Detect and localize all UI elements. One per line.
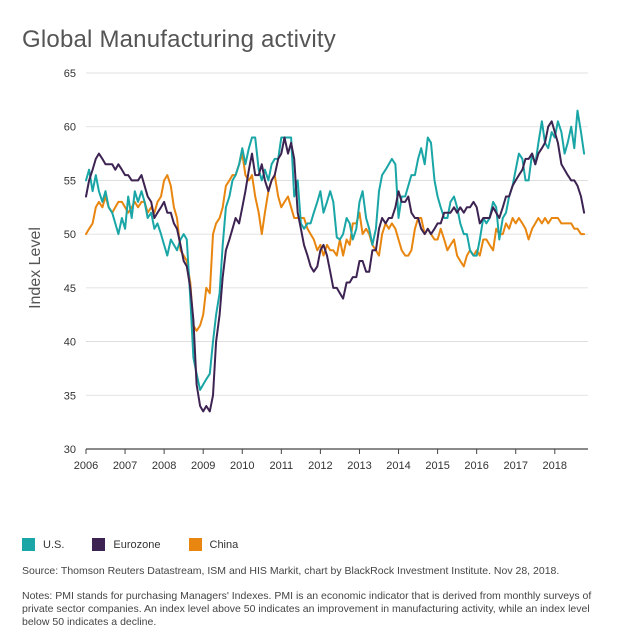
chart-title: Global Manufacturing activity bbox=[22, 26, 336, 53]
legend-item-china: China bbox=[188, 538, 239, 551]
x-tick-label: 2015 bbox=[425, 460, 449, 472]
series-line-eurozone bbox=[85, 120, 586, 413]
y-tick-label: 55 bbox=[64, 175, 76, 187]
x-tick-label: 2012 bbox=[308, 460, 332, 472]
x-axis: 2006 2007 2008 2009 2010 2011 2012 2013 2014 2015… bbox=[74, 449, 567, 472]
x-tick-label: 2018 bbox=[543, 460, 567, 472]
legend: U.S. Eurozone China bbox=[22, 538, 266, 551]
legend-item-eurozone: Eurozone bbox=[92, 538, 161, 551]
y-tick-label: 60 bbox=[64, 122, 76, 134]
y-tick-label: 40 bbox=[64, 337, 76, 349]
y-tick-label: 30 bbox=[64, 444, 76, 456]
y-tick-label: 45 bbox=[64, 283, 76, 295]
x-tick-label: 2009 bbox=[191, 460, 215, 472]
y-tick-label: 50 bbox=[64, 229, 76, 241]
x-tick-label: 2010 bbox=[230, 460, 254, 472]
x-tick-label: 2007 bbox=[113, 460, 137, 472]
legend-label-eurozone: Eurozone bbox=[113, 538, 161, 551]
x-tick-label: 2008 bbox=[152, 460, 176, 472]
grid-lines bbox=[86, 72, 588, 450]
legend-swatch-china bbox=[188, 538, 202, 551]
notes-text: Notes: PMI stands for purchasing Manager… bbox=[22, 590, 592, 628]
legend-label-china: China bbox=[209, 538, 239, 551]
y-tick-label: 65 bbox=[64, 68, 76, 80]
line-chart: 30 35 40 45 50 55 60 65 2006 2007 2008 2009 2010 201… bbox=[27, 68, 588, 472]
x-tick-label: 2006 bbox=[74, 460, 98, 472]
series-line-us bbox=[85, 109, 586, 391]
y-axis-label: Index Level bbox=[27, 227, 44, 309]
legend-swatch-us bbox=[22, 538, 35, 551]
x-tick-label: 2011 bbox=[270, 460, 294, 472]
x-tick-label: 2013 bbox=[347, 460, 371, 472]
legend-swatch-eurozone bbox=[92, 538, 106, 551]
legend-label-us: U.S. bbox=[43, 538, 65, 551]
source-note: Source: Thomson Reuters Datastream, ISM … bbox=[22, 565, 560, 577]
series-lines bbox=[85, 109, 586, 413]
x-tick-label: 2014 bbox=[386, 460, 410, 472]
legend-item-us: U.S. bbox=[22, 538, 64, 551]
y-axis: 30 35 40 45 50 55 60 65 bbox=[64, 68, 76, 456]
x-tick-label: 2016 bbox=[464, 460, 488, 472]
x-tick-label: 2017 bbox=[503, 460, 527, 472]
y-tick-label: 35 bbox=[64, 390, 76, 402]
